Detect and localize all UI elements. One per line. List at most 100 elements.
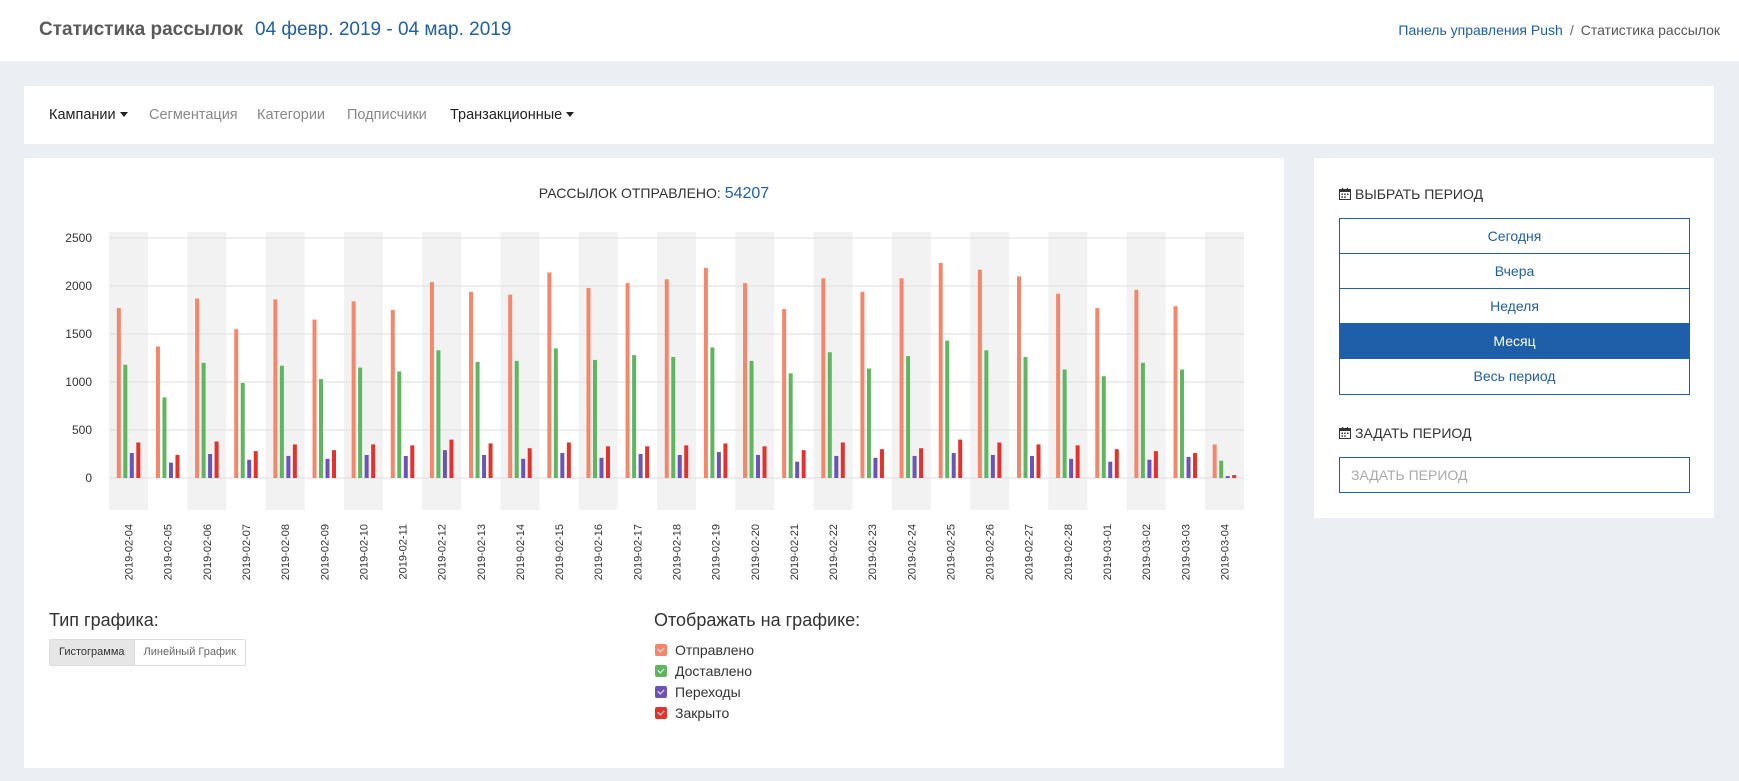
chart-bar	[482, 454, 487, 478]
chart-bar	[1225, 476, 1230, 478]
x-tick-label: 2019-02-19	[711, 524, 723, 580]
x-tick-label: 2019-02-23	[867, 524, 879, 580]
chart-bar	[129, 453, 134, 478]
page-title: Статистика рассылок	[39, 19, 243, 40]
chart-bar	[703, 267, 708, 478]
checkbox-checked-icon[interactable]	[655, 643, 667, 656]
x-tick-label: 2019-02-10	[358, 524, 370, 580]
chart-bar	[840, 442, 845, 478]
chart-bar	[286, 455, 291, 478]
chart-bar	[1153, 451, 1158, 478]
chart-band	[187, 232, 227, 510]
chart-bar	[899, 278, 904, 478]
chart-bar	[553, 348, 558, 478]
x-tick-label: 2019-02-15	[554, 524, 566, 580]
x-tick-label: 2019-02-06	[202, 524, 214, 580]
chart-bar	[332, 450, 337, 478]
period-all-button[interactable]: Весь период	[1473, 368, 1556, 384]
chart-bar	[175, 454, 180, 478]
series-toggle-sent[interactable]: Отправлено	[655, 639, 754, 660]
custom-period-input[interactable]	[1339, 457, 1690, 493]
period-month-button[interactable]: Месяц	[1340, 324, 1689, 359]
chart-bar	[410, 445, 415, 478]
chart-bar	[677, 454, 682, 478]
chart-band	[578, 232, 618, 510]
checkbox-checked-icon[interactable]	[655, 664, 667, 677]
chart-band	[970, 232, 1010, 510]
x-tick-label: 2019-02-05	[163, 524, 175, 580]
chart-bar	[723, 443, 728, 478]
page-header: Статистика рассылок 04 февр. 2019 - 04 м…	[0, 0, 1739, 61]
x-tick-label: 2019-02-11	[398, 524, 410, 579]
chart-bar	[116, 308, 121, 478]
chart-bar	[1219, 460, 1224, 478]
nav-item-segmentation[interactable]: Сегментация	[149, 107, 238, 123]
chart-bar	[364, 454, 369, 478]
x-tick-label: 2019-02-16	[593, 524, 605, 580]
chart-bar	[371, 444, 376, 478]
chart-band	[1204, 232, 1244, 510]
chart-bar	[821, 278, 826, 478]
x-tick-label: 2019-02-04	[124, 524, 136, 580]
section-navbar: Кампании Сегментация Категории Подписчик…	[24, 86, 1714, 144]
chart-bar	[592, 359, 597, 478]
chart-bar	[1101, 376, 1106, 478]
chart-bar	[919, 448, 924, 478]
line-chart-button[interactable]: Линейный График	[134, 640, 245, 665]
chart-bar	[351, 301, 356, 478]
chart-bar	[782, 309, 787, 478]
chart-band	[813, 232, 853, 510]
nav-item-subscribers[interactable]: Подписчики	[347, 107, 427, 123]
x-tick-label: 2019-02-21	[789, 524, 801, 580]
caret-down-icon	[566, 112, 575, 117]
chart-bar	[1062, 369, 1067, 478]
series-toggle-list: Отправлено Доставлено Переходы Закрыто	[655, 639, 754, 723]
period-today-button[interactable]: Сегодня	[1340, 219, 1689, 254]
breadcrumb-current: Статистика рассылок	[1580, 22, 1720, 38]
chart-bar	[860, 291, 865, 478]
chart-bar	[1036, 444, 1041, 478]
breadcrumb-separator: /	[1569, 22, 1574, 38]
chart-bar	[273, 299, 278, 478]
chart-bar	[312, 319, 317, 478]
chart-type-title: Тип графика:	[49, 610, 159, 630]
period-yesterday-button[interactable]: Вчера	[1340, 254, 1689, 289]
chart-bar	[984, 350, 989, 478]
chart-band	[1126, 232, 1166, 510]
x-tick-label: 2019-02-09	[319, 524, 331, 580]
checkbox-checked-icon[interactable]	[655, 706, 667, 719]
sent-summary: РАССЫЛОК ОТПРАВЛЕНО: 54207	[24, 185, 1284, 203]
series-toggle-delivered[interactable]: Доставлено	[655, 660, 754, 681]
chart-bar	[514, 360, 519, 478]
date-range[interactable]: 04 февр. 2019 - 04 мар. 2019	[255, 19, 512, 40]
series-toggle-closed[interactable]: Закрыто	[655, 702, 754, 723]
period-week-button[interactable]: Неделя	[1340, 289, 1689, 324]
series-toggle-clicks[interactable]: Переходы	[655, 681, 754, 702]
chart-bar	[136, 442, 141, 478]
x-tick-label: 2019-02-17	[632, 524, 644, 580]
histogram-button[interactable]: Гистограмма	[50, 640, 135, 665]
nav-item-campaigns[interactable]: Кампании	[49, 107, 128, 123]
chart-bar	[599, 457, 604, 478]
checkbox-checked-icon[interactable]	[655, 685, 667, 698]
series-toggle-label: Закрыто	[675, 704, 730, 721]
chart-bar	[240, 382, 245, 478]
nav-item-categories[interactable]: Категории	[257, 107, 326, 123]
chart-bar	[1023, 357, 1028, 478]
chart-bar	[475, 361, 480, 478]
chart-bar	[1140, 362, 1145, 478]
calendar-icon	[1339, 188, 1351, 200]
set-period-label: ЗАДАТЬ ПЕРИОД	[1355, 425, 1472, 441]
nav-item-transactional[interactable]: Транзакционные	[450, 107, 575, 123]
x-tick-label: 2019-02-14	[515, 524, 527, 580]
y-tick-label: 1000	[65, 375, 92, 389]
chart-bar	[397, 371, 402, 478]
series-toggle-label: Переходы	[675, 683, 741, 700]
chart-bar	[749, 360, 754, 478]
chart-bar	[390, 310, 395, 478]
sent-summary-count: 54207	[724, 185, 770, 202]
chart-bar	[123, 364, 128, 478]
chart-bar	[716, 452, 721, 478]
statistics-panel: 0 500 1000 1500 2000 2500 2019-02-04 2019-02-05…	[24, 158, 1284, 768]
breadcrumb-link-push-panel[interactable]: Панель управления Push	[1398, 22, 1563, 38]
